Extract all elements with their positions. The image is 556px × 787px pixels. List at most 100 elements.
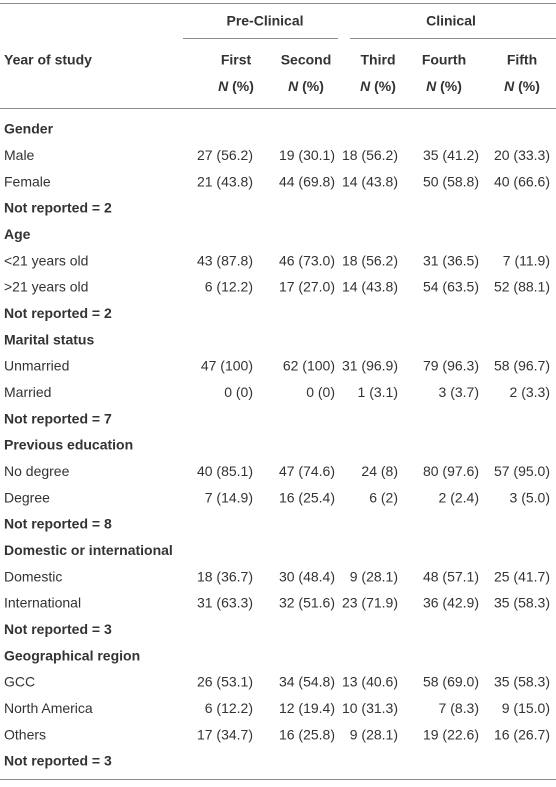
column-header: Fourth bbox=[422, 52, 466, 68]
cell: 47 (74.6) bbox=[279, 463, 335, 479]
section-title: Gender bbox=[4, 121, 54, 137]
cell: 32 (51.6) bbox=[279, 595, 335, 611]
cell: 46 (73.0) bbox=[279, 252, 335, 268]
unit-percent: (%) bbox=[302, 78, 324, 94]
cell: 12 (19.4) bbox=[279, 700, 335, 716]
cell: 19 (30.1) bbox=[279, 147, 335, 163]
cell: 0 (0) bbox=[224, 384, 253, 400]
section-title: Domestic or international bbox=[4, 542, 173, 558]
group-header: Pre-Clinical bbox=[226, 13, 303, 29]
cell: 48 (57.1) bbox=[423, 568, 479, 584]
cell: 36 (42.9) bbox=[423, 595, 479, 611]
unit-symbol: N bbox=[360, 78, 371, 94]
section-note: Not reported = 2 bbox=[4, 305, 112, 321]
column-header: Second bbox=[281, 52, 332, 68]
cell: 27 (56.2) bbox=[197, 147, 253, 163]
cell: 7 (8.3) bbox=[439, 700, 479, 716]
cell: 31 (36.5) bbox=[423, 252, 479, 268]
column-unit: N (%) bbox=[426, 78, 462, 94]
row-label: Male bbox=[4, 147, 35, 163]
cell: 6 (12.2) bbox=[205, 700, 253, 716]
unit-symbol: N bbox=[288, 78, 299, 94]
header-label: Year of study bbox=[4, 52, 92, 68]
cell: 31 (96.9) bbox=[342, 358, 398, 374]
cell: 26 (53.1) bbox=[197, 674, 253, 690]
cell: 16 (25.8) bbox=[279, 726, 335, 742]
row-label: <21 years old bbox=[4, 252, 88, 268]
row-label: Others bbox=[4, 726, 46, 742]
cell: 43 (87.8) bbox=[197, 252, 253, 268]
cell: 40 (66.6) bbox=[494, 173, 550, 189]
cell: 80 (97.6) bbox=[423, 463, 479, 479]
column-unit: N (%) bbox=[360, 78, 396, 94]
cell: 52 (88.1) bbox=[494, 279, 550, 295]
row-label: Married bbox=[4, 384, 51, 400]
unit-symbol: N bbox=[504, 78, 515, 94]
column-unit: N (%) bbox=[218, 78, 254, 94]
unit-percent: (%) bbox=[518, 78, 540, 94]
cell: 2 (3.3) bbox=[510, 384, 550, 400]
cell: 6 (2) bbox=[369, 489, 398, 505]
cell: 25 (41.7) bbox=[494, 568, 550, 584]
cell: 58 (96.7) bbox=[494, 358, 550, 374]
section-note: Not reported = 3 bbox=[4, 753, 112, 769]
group-header: Clinical bbox=[426, 13, 476, 29]
cell: 9 (28.1) bbox=[350, 568, 398, 584]
row-label: International bbox=[4, 595, 81, 611]
column-unit: N (%) bbox=[288, 78, 324, 94]
cell: 58 (69.0) bbox=[423, 674, 479, 690]
cell: 19 (22.6) bbox=[423, 726, 479, 742]
cell: 24 (8) bbox=[361, 463, 398, 479]
cell: 16 (25.4) bbox=[279, 489, 335, 505]
cell: 23 (71.9) bbox=[342, 595, 398, 611]
cell: 18 (36.7) bbox=[197, 568, 253, 584]
section-title: Age bbox=[4, 226, 31, 242]
cell: 9 (15.0) bbox=[502, 700, 550, 716]
unit-percent: (%) bbox=[440, 78, 462, 94]
cell: 17 (34.7) bbox=[197, 726, 253, 742]
cell: 7 (14.9) bbox=[205, 489, 253, 505]
unit-symbol: N bbox=[218, 78, 229, 94]
cell: 44 (69.8) bbox=[279, 173, 335, 189]
cell: 14 (43.8) bbox=[342, 279, 398, 295]
row-label: >21 years old bbox=[4, 279, 88, 295]
cell: 35 (41.2) bbox=[423, 147, 479, 163]
unit-percent: (%) bbox=[232, 78, 254, 94]
section-note: Not reported = 2 bbox=[4, 200, 112, 216]
row-label: Domestic bbox=[4, 568, 62, 584]
cell: 17 (27.0) bbox=[279, 279, 335, 295]
row-label: North America bbox=[4, 700, 93, 716]
section-title: Geographical region bbox=[4, 647, 140, 663]
unit-percent: (%) bbox=[374, 78, 396, 94]
cell: 40 (85.1) bbox=[197, 463, 253, 479]
cell: 3 (3.7) bbox=[439, 384, 479, 400]
cell: 50 (58.8) bbox=[423, 173, 479, 189]
cell: 13 (40.6) bbox=[342, 674, 398, 690]
cell: 54 (63.5) bbox=[423, 279, 479, 295]
section-title: Previous education bbox=[4, 437, 133, 453]
cell: 57 (95.0) bbox=[494, 463, 550, 479]
cell: 6 (12.2) bbox=[205, 279, 253, 295]
unit-symbol: N bbox=[426, 78, 437, 94]
cell: 10 (31.3) bbox=[342, 700, 398, 716]
cell: 2 (2.4) bbox=[439, 489, 479, 505]
column-header: First bbox=[221, 52, 252, 68]
cell: 16 (26.7) bbox=[494, 726, 550, 742]
cell: 30 (48.4) bbox=[279, 568, 335, 584]
section-note: Not reported = 7 bbox=[4, 410, 112, 426]
cell: 1 (3.1) bbox=[358, 384, 398, 400]
row-label: No degree bbox=[4, 463, 70, 479]
cell: 0 (0) bbox=[306, 384, 335, 400]
cell: 79 (96.3) bbox=[423, 358, 479, 374]
section-title: Marital status bbox=[4, 331, 94, 347]
cell: 35 (58.3) bbox=[494, 595, 550, 611]
column-header: Fifth bbox=[507, 52, 537, 68]
cell: 62 (100) bbox=[283, 358, 335, 374]
cell: 18 (56.2) bbox=[342, 147, 398, 163]
column-unit: N (%) bbox=[504, 78, 540, 94]
cell: 35 (58.3) bbox=[494, 674, 550, 690]
row-label: Female bbox=[4, 173, 51, 189]
row-label: Degree bbox=[4, 489, 50, 505]
